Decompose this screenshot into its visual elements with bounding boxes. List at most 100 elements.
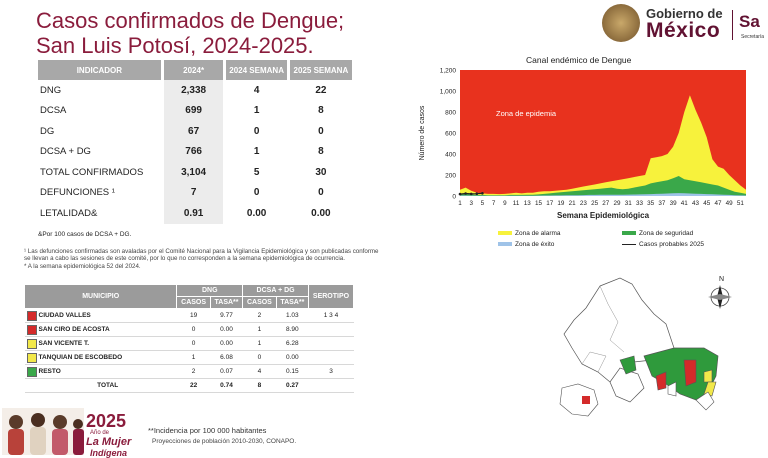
area-seguridad	[460, 176, 746, 196]
note-semana: * A la semana epidemiológica 52 del 2024…	[24, 262, 141, 270]
municipio-row: TANQUIAN DE ESCOBEDO 1 6.08 0 0.00	[24, 350, 354, 365]
x-tick-label: 7	[492, 200, 496, 207]
y-tick-label: 600	[445, 131, 456, 138]
header-2024-semana-text: 2024 SEMANA	[229, 65, 284, 75]
x-tick-label: 19	[557, 200, 565, 207]
header-serotipo: SEROTIPO	[308, 284, 354, 309]
municipio-dcsa-casos: 8	[242, 378, 277, 393]
indicator-2024-value: 699	[160, 100, 225, 121]
indicator-2024-semana-value: 0.00	[223, 203, 289, 224]
municipio-dcsa-tasa: 8.90	[276, 322, 309, 337]
indicator-2024-value: 7	[160, 182, 225, 203]
banner-indigena: Indígena	[90, 448, 128, 458]
logo-divider	[732, 10, 733, 40]
indicator-label: LETALIDAD&	[40, 207, 98, 219]
indicator-2024-semana-value: 1	[223, 141, 289, 162]
indicator-2024-value: 2,338	[160, 80, 225, 101]
logo-secretaria-text: Secretaría	[741, 34, 765, 40]
legend-swatch-seguridad	[622, 231, 636, 236]
municipio-header-row-2: CASOS TASA** CASOS TASA**	[25, 296, 354, 309]
legend-alarma: Zona de alarma	[498, 230, 561, 237]
title-line-2: San Luis Potosí, 2024-2025.	[36, 33, 314, 58]
municipio-row: SAN VICENTE T. 0 0.00 1 6.28	[24, 336, 354, 351]
municipio-dcsa-casos: 1	[242, 322, 277, 337]
municipio-dcsa-tasa: 1.03	[276, 308, 309, 323]
banner-year: 2025	[86, 411, 127, 431]
area-exito	[460, 193, 746, 196]
women-illustration-icon	[2, 408, 84, 455]
municipio-row: CIUDAD VALLES 19 9.77 2 1.03 1 3 4	[24, 308, 354, 323]
municipio-name: TOTAL	[38, 378, 177, 393]
indicator-row: DG 67 0 0	[38, 121, 352, 142]
municipio-swatch-cell	[24, 336, 39, 351]
municipio-dng-casos: 2	[176, 364, 211, 379]
map-borders-north	[599, 285, 625, 353]
x-tick-label: 45	[703, 200, 711, 207]
header-dng-tasa: TASA**	[209, 296, 244, 309]
indicator-2025-semana-value: 22	[286, 80, 352, 101]
municipio-row: SAN CIRO DE ACOSTA 0 0.00 1 8.90	[24, 322, 354, 337]
municipio-serotipo	[308, 350, 354, 365]
x-tick-label: 29	[614, 200, 622, 207]
header-2024-semana: 2024 SEMANA	[223, 60, 289, 80]
y-axis-label: Número de casos	[419, 105, 426, 160]
chart-legend: Zona de alarma Zona de seguridad Zona de…	[496, 229, 756, 251]
municipio-serotipo	[308, 378, 354, 393]
municipio-dng-tasa: 0.74	[210, 378, 243, 393]
note-defunciones: ¹ Las defunciones confirmadas son avalad…	[24, 248, 379, 263]
gobierno-logo: Gobierno de México Sa Secretaría	[602, 2, 768, 46]
notes-block: ¹ Las defunciones confirmadas son avalad…	[24, 248, 380, 270]
point-casos-probables	[475, 192, 479, 195]
zona-epidemia-annotation: Zona de epidemia	[496, 109, 557, 118]
indicator-2025-semana-value: 0.00	[286, 203, 352, 224]
indicator-2024-semana-value: 0	[223, 182, 289, 203]
indicator-2024-semana-value: 4	[223, 80, 289, 101]
letalidad-footnote: &Por 100 casos de DCSA + DG.	[38, 231, 132, 238]
municipio-serotipo: 1 3 4	[308, 308, 354, 323]
indicator-label: TOTAL CONFIRMADOS	[40, 166, 144, 178]
municipio-swatch-cell	[24, 350, 39, 365]
municipio-dcsa-tasa: 0.27	[276, 378, 309, 393]
municipio-dcsa-tasa: 6.28	[276, 336, 309, 351]
indicator-2024-semana-value: 0	[223, 121, 289, 142]
x-tick-label: 31	[625, 200, 633, 207]
municipio-swatch-cell	[24, 308, 39, 323]
municipio-color-swatch	[26, 366, 37, 377]
x-tick-label: 11	[513, 200, 520, 207]
indicator-2025-semana-value: 8	[286, 100, 352, 121]
municipio-header-row-1: MUNICIPIO DNG DCSA + DG SEROTIPO	[23, 284, 354, 309]
x-tick-label: 17	[546, 200, 554, 207]
indicator-2025-semana-value: 30	[286, 162, 352, 183]
indicator-label: DCSA + DG	[40, 146, 91, 158]
x-tick-label: 25	[591, 200, 599, 207]
x-tick-label: 9	[503, 200, 507, 207]
municipio-dcsa-tasa: 0.15	[276, 364, 309, 379]
chart-title: Canal endémico de Dengue	[526, 55, 632, 65]
indicator-row: DCSA 699 1 8	[38, 100, 352, 121]
y-tick-label: 0	[452, 194, 456, 201]
banner-mujer: La Mujer	[86, 436, 132, 448]
indicator-label: DCSA	[40, 105, 67, 117]
municipio-dcsa-casos: 0	[242, 350, 277, 365]
municipio-table: MUNICIPIO DNG DCSA + DG SEROTIPO CASOS T…	[23, 284, 354, 393]
indicator-label: DG	[40, 125, 55, 137]
municipio-dng-casos: 0	[176, 322, 211, 337]
municipio-swatch-cell	[24, 364, 39, 379]
header-dcsa-dg: DCSA + DG	[242, 284, 309, 297]
municipio-serotipo: 3	[308, 364, 354, 379]
header-dcsa-casos: CASOS	[242, 296, 277, 309]
map-region-green-centro	[619, 355, 637, 375]
municipio-row: RESTO 2 0.07 4 0.15 3	[24, 364, 354, 379]
municipio-serotipo	[308, 322, 354, 337]
point-casos-probables	[469, 192, 473, 196]
map-inset-mexico	[559, 383, 599, 417]
map-inset-slp	[582, 396, 590, 404]
x-tick-label: 23	[580, 200, 588, 207]
header-municipio: MUNICIPIO	[23, 284, 178, 309]
indicator-header-row: INDICADOR 2024* 2024 SEMANA 2025 SEMANA	[38, 60, 352, 80]
municipio-dng-tasa: 0.07	[210, 364, 243, 379]
municipio-dng-casos: 1	[176, 350, 211, 365]
point-casos-probables	[458, 192, 462, 196]
municipio-name: CIUDAD VALLES	[38, 308, 177, 323]
